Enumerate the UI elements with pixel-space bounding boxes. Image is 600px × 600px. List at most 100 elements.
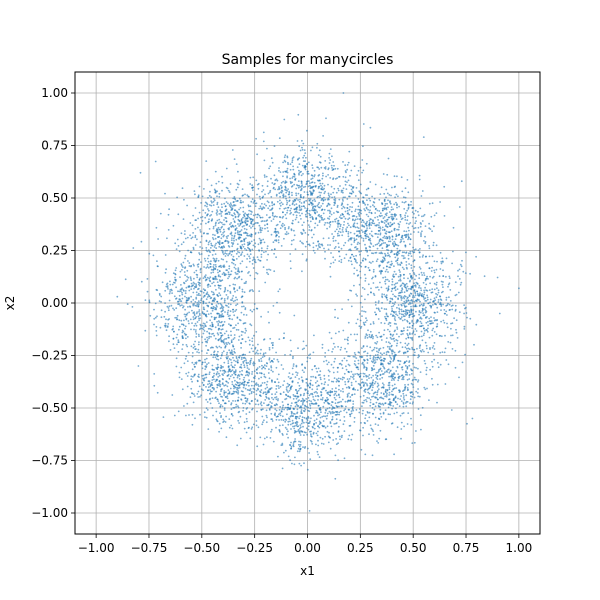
data-point — [210, 328, 213, 331]
data-point — [179, 300, 181, 302]
data-point — [221, 325, 224, 327]
data-point — [343, 457, 346, 460]
data-point — [403, 395, 405, 397]
data-point — [341, 367, 344, 370]
data-point — [282, 419, 285, 422]
data-point — [347, 161, 350, 164]
data-point — [377, 302, 380, 304]
data-point — [349, 415, 352, 418]
data-point — [304, 232, 307, 234]
data-point — [406, 215, 409, 218]
data-point — [412, 378, 414, 381]
data-point — [354, 260, 357, 263]
data-point — [230, 341, 233, 343]
data-point — [333, 198, 336, 201]
data-point — [306, 385, 309, 387]
data-point — [299, 240, 302, 243]
data-point — [186, 345, 189, 348]
data-point — [391, 349, 394, 352]
data-point — [192, 316, 195, 318]
data-point — [390, 206, 393, 209]
data-point — [253, 308, 255, 311]
data-point — [333, 164, 335, 167]
data-point — [344, 170, 347, 172]
data-point — [326, 430, 329, 433]
data-point — [269, 437, 272, 439]
data-point — [350, 438, 353, 441]
data-point — [353, 416, 356, 419]
data-point — [381, 252, 384, 255]
data-point — [185, 317, 188, 320]
data-point — [298, 378, 300, 380]
data-point — [226, 313, 229, 316]
data-point — [177, 303, 180, 306]
data-point — [276, 301, 278, 304]
data-point — [323, 184, 326, 187]
data-point — [310, 440, 313, 443]
data-point — [338, 394, 340, 396]
data-point — [414, 278, 416, 281]
data-point — [254, 352, 257, 355]
data-point — [376, 236, 379, 239]
data-point — [263, 373, 266, 376]
data-point — [414, 216, 417, 219]
data-point — [294, 438, 296, 440]
data-point — [375, 371, 378, 374]
data-point — [223, 372, 226, 374]
data-point — [403, 196, 405, 199]
data-point — [180, 290, 182, 293]
data-point — [222, 309, 225, 312]
data-point — [322, 219, 325, 221]
data-point — [255, 393, 258, 396]
data-point — [416, 347, 418, 350]
data-point — [400, 236, 403, 239]
data-point — [419, 320, 422, 323]
data-point — [216, 305, 218, 308]
data-point — [385, 353, 388, 356]
data-point — [425, 344, 428, 347]
data-point — [261, 184, 264, 187]
data-point — [332, 235, 335, 238]
data-point — [358, 264, 361, 267]
data-point — [386, 345, 389, 348]
data-point — [403, 201, 406, 204]
data-point — [353, 352, 356, 354]
data-point — [208, 335, 211, 338]
data-point — [391, 216, 394, 218]
data-point — [202, 277, 205, 279]
data-point — [322, 172, 324, 175]
data-point — [197, 305, 200, 308]
data-point — [201, 350, 203, 352]
data-point — [407, 235, 410, 238]
data-point — [349, 192, 351, 195]
data-point — [353, 272, 355, 275]
data-point — [198, 317, 200, 320]
data-point — [401, 266, 404, 269]
data-point — [355, 339, 357, 342]
data-point — [178, 371, 181, 374]
data-point — [409, 398, 412, 401]
data-point — [190, 345, 193, 348]
data-point — [192, 375, 194, 378]
data-point — [420, 223, 422, 225]
data-point — [289, 353, 292, 356]
data-point — [183, 271, 186, 273]
data-point — [379, 378, 381, 380]
data-point — [388, 280, 390, 283]
data-point — [265, 175, 268, 178]
data-point — [357, 208, 359, 211]
data-point — [342, 196, 345, 199]
data-point — [421, 307, 424, 310]
data-point — [261, 364, 263, 367]
data-point — [311, 181, 314, 184]
data-point — [172, 272, 175, 275]
data-point — [190, 378, 193, 381]
data-point — [405, 234, 408, 237]
data-point — [408, 309, 411, 312]
data-point — [183, 313, 186, 316]
data-point — [423, 314, 426, 316]
data-point — [186, 402, 189, 405]
data-point — [333, 394, 336, 396]
data-point — [303, 416, 306, 419]
data-point — [402, 310, 405, 313]
